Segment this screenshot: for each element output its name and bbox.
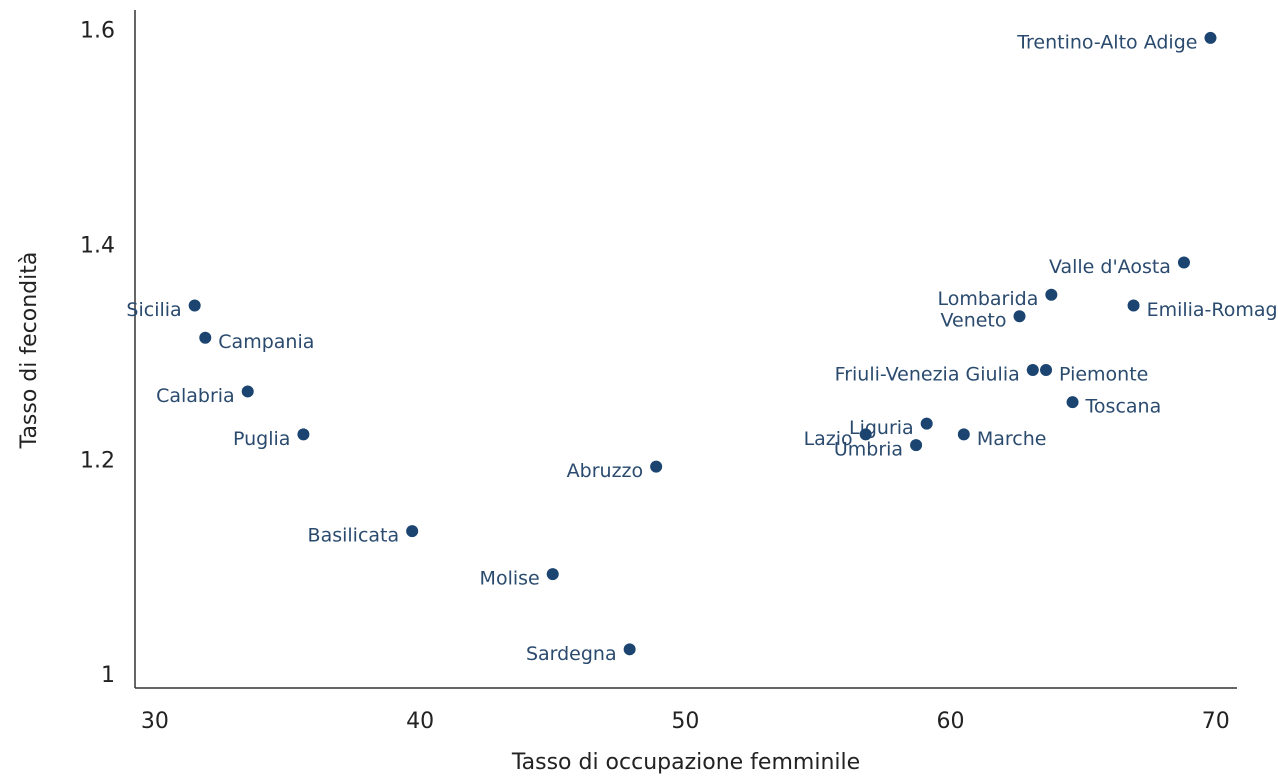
point-label: Campania [218, 331, 314, 353]
point-label: Liguria [849, 417, 914, 439]
y-tick-label: 1 [101, 663, 115, 688]
point [920, 417, 933, 430]
point [199, 331, 212, 344]
point-label: Basilicata [308, 525, 400, 547]
point [1045, 288, 1058, 301]
point [910, 439, 923, 452]
x-tick-label: 30 [141, 709, 169, 734]
point-label: Toscana [1085, 396, 1162, 418]
point-label: Piemonte [1059, 363, 1148, 385]
point [241, 385, 254, 398]
x-tick-label: 50 [671, 709, 699, 734]
point-label: Umbria [834, 439, 903, 461]
point [859, 428, 872, 441]
point [406, 525, 419, 538]
point-label: Friuli-Venezia Giulia [835, 363, 1020, 385]
point-label: Sardegna [526, 643, 617, 665]
y-axis-title: Tasso di fecondità [17, 252, 42, 450]
x-tick-label: 60 [937, 709, 965, 734]
point-label: Emilia-Romagna [1147, 299, 1278, 321]
x-tick-label: 70 [1202, 709, 1230, 734]
point-label: Molise [480, 568, 540, 590]
point-label: Valle d'Aosta [1049, 256, 1171, 278]
point [957, 428, 970, 441]
point [1066, 396, 1079, 409]
point [1026, 363, 1039, 376]
y-tick-label: 1.2 [80, 448, 115, 473]
point [1177, 256, 1190, 269]
point [1127, 299, 1140, 312]
point [623, 643, 636, 656]
point-label: Trentino-Alto Adige [1016, 31, 1197, 53]
point [297, 428, 310, 441]
x-tick-label: 40 [406, 709, 434, 734]
point [1204, 31, 1217, 44]
point-label: Lombarida [937, 288, 1038, 310]
point [546, 568, 559, 581]
y-tick-label: 1.4 [80, 233, 115, 258]
point-label: Lazio [804, 428, 853, 450]
y-tick-label: 1.6 [80, 18, 115, 43]
point-label: Abruzzo [567, 460, 643, 482]
point [1013, 310, 1026, 323]
point [650, 460, 663, 473]
point-label: Calabria [156, 385, 235, 407]
x-axis-title: Tasso di occupazione femminile [511, 750, 860, 775]
point-label: Marche [977, 428, 1047, 450]
point [188, 299, 201, 312]
point [1040, 363, 1053, 376]
point-label: Veneto [940, 310, 1006, 332]
point-label: Puglia [233, 428, 290, 450]
point-label: Sicilia [126, 299, 181, 321]
